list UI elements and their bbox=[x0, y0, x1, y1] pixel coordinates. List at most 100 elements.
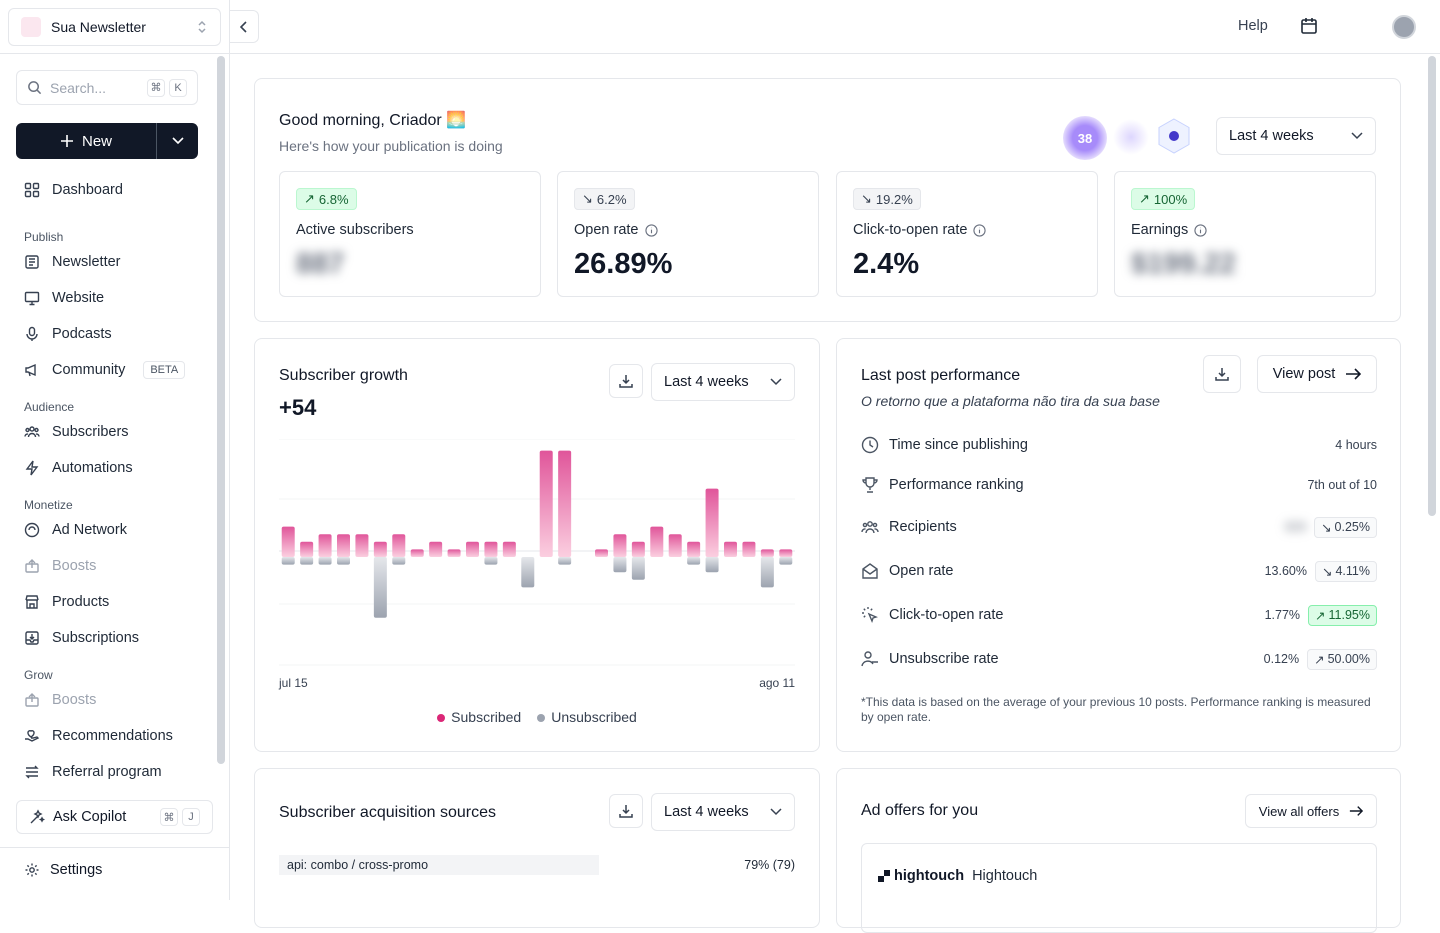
bar-subscribed[interactable] bbox=[724, 541, 737, 557]
sidebar-item-referral[interactable]: Referral program bbox=[0, 754, 214, 790]
collapse-sidebar-button[interactable] bbox=[230, 10, 259, 43]
select-value: Last 4 weeks bbox=[664, 804, 749, 820]
sidebar-item-ad-network[interactable]: Ad Network bbox=[0, 512, 214, 548]
sidebar-item-recommendations[interactable]: Recommendations bbox=[0, 718, 214, 754]
post-subtitle[interactable]: O retorno que a plataforma não tira da s… bbox=[861, 393, 1160, 409]
sidebar-item-boosts-monetize[interactable]: Boosts bbox=[0, 548, 214, 584]
sidebar-item-subscriptions[interactable]: Subscriptions bbox=[0, 620, 214, 656]
new-dropdown-button[interactable] bbox=[157, 123, 198, 159]
trend-value: 50.00% bbox=[1327, 652, 1370, 666]
stat-label-text: Earnings bbox=[1131, 222, 1189, 238]
avatar-stack-count[interactable]: 38 bbox=[1063, 116, 1107, 160]
overview-period-select[interactable]: Last 4 weeks bbox=[1216, 117, 1376, 155]
bar-unsubscribed[interactable] bbox=[760, 557, 774, 588]
stat-card-active-subscribers[interactable]: ↗ 6.8% Active subscribers 887 bbox=[279, 171, 541, 297]
bar-unsubscribed[interactable] bbox=[373, 557, 387, 618]
bar-unsubscribed[interactable] bbox=[392, 557, 406, 565]
sidebar-item-subscribers[interactable]: Subscribers bbox=[0, 414, 214, 450]
bar-unsubscribed[interactable] bbox=[779, 557, 793, 565]
download-button[interactable] bbox=[609, 794, 643, 828]
bar-subscribed[interactable] bbox=[595, 549, 608, 557]
bar-subscribed[interactable] bbox=[373, 541, 387, 557]
sidebar-item-podcasts[interactable]: Podcasts bbox=[0, 316, 214, 352]
legend-unsubscribed[interactable]: Unsubscribed bbox=[537, 709, 637, 725]
sidebar-item-newsletter[interactable]: Newsletter bbox=[0, 244, 214, 280]
sidebar-scrollbar[interactable] bbox=[217, 56, 225, 764]
bar-unsubscribed[interactable] bbox=[318, 557, 332, 565]
sidebar-item-community[interactable]: Community BETA bbox=[0, 352, 214, 388]
legend-subscribed[interactable]: Subscribed bbox=[437, 709, 521, 725]
row-click-to-open: Click-to-open rate 1.77% ↗ 11.95% bbox=[861, 604, 1377, 626]
sidebar-item-label: Recommendations bbox=[52, 728, 173, 744]
growth-period-select[interactable]: Last 4 weeks bbox=[651, 363, 795, 401]
bar-subscribed[interactable] bbox=[760, 549, 774, 557]
download-button[interactable] bbox=[609, 364, 643, 398]
bar-subscribed[interactable] bbox=[447, 549, 461, 557]
bar-subscribed[interactable] bbox=[318, 534, 332, 557]
bar-unsubscribed[interactable] bbox=[337, 557, 350, 565]
bar-subscribed[interactable] bbox=[429, 541, 443, 557]
bar-subscribed[interactable] bbox=[742, 541, 756, 557]
subscriber-growth-card: Subscriber growth +54 Last 4 weeks jul 1… bbox=[254, 338, 820, 752]
last-post-card: Last post performance O retorno que a pl… bbox=[836, 338, 1401, 752]
bar-subscribed[interactable] bbox=[300, 541, 314, 557]
kbd-cmd: ⌘ bbox=[147, 78, 165, 97]
x-label-start: jul 15 bbox=[279, 676, 308, 690]
calendar-icon[interactable] bbox=[1300, 17, 1318, 35]
sidebar-item-dashboard[interactable]: Dashboard bbox=[0, 172, 214, 208]
sidebar-item-website[interactable]: Website bbox=[0, 280, 214, 316]
sidebar-item-boosts-grow[interactable]: Boosts bbox=[0, 682, 214, 718]
bar-subscribed[interactable] bbox=[631, 541, 645, 557]
view-post-button[interactable]: View post bbox=[1257, 355, 1377, 393]
sidebar-item-settings[interactable]: Settings bbox=[24, 862, 102, 878]
info-icon[interactable] bbox=[973, 223, 987, 237]
bar-unsubscribed[interactable] bbox=[705, 557, 719, 573]
search-icon bbox=[27, 80, 42, 95]
bar-unsubscribed[interactable] bbox=[281, 557, 295, 565]
download-button[interactable] bbox=[1203, 355, 1241, 393]
row-value-text: 4 hours bbox=[1335, 438, 1377, 452]
info-icon[interactable] bbox=[1194, 223, 1207, 237]
bar-unsubscribed[interactable] bbox=[521, 557, 535, 588]
publication-switcher[interactable]: Sua Newsletter bbox=[8, 8, 221, 46]
sidebar-item-automations[interactable]: Automations bbox=[0, 450, 214, 486]
bar-unsubscribed[interactable] bbox=[687, 557, 701, 565]
bar-subscribed[interactable] bbox=[558, 450, 572, 557]
bar-subscribed[interactable] bbox=[410, 549, 424, 557]
bar-subscribed[interactable] bbox=[355, 534, 369, 557]
user-avatar[interactable] bbox=[1392, 15, 1416, 39]
bar-subscribed[interactable] bbox=[337, 534, 350, 557]
bar-unsubscribed[interactable] bbox=[300, 557, 314, 565]
bar-subscribed[interactable] bbox=[539, 450, 553, 557]
view-all-offers-button[interactable]: View all offers bbox=[1245, 794, 1377, 828]
bar-subscribed[interactable] bbox=[392, 534, 406, 557]
ask-copilot-button[interactable]: Ask Copilot ⌘ J bbox=[16, 800, 213, 834]
bar-subscribed[interactable] bbox=[779, 549, 793, 557]
stat-card-click-to-open[interactable]: ↘ 19.2% Click-to-open rate 2.4% bbox=[836, 171, 1098, 297]
stat-card-open-rate[interactable]: ↘ 6.2% Open rate 26.89% bbox=[557, 171, 819, 297]
bar-unsubscribed[interactable] bbox=[484, 557, 498, 565]
bar-subscribed[interactable] bbox=[687, 541, 701, 557]
bar-subscribed[interactable] bbox=[668, 534, 682, 557]
ad-offer-card[interactable]: hightouch Hightouch bbox=[861, 843, 1377, 933]
bar-subscribed[interactable] bbox=[613, 534, 627, 557]
bar-unsubscribed[interactable] bbox=[558, 557, 572, 565]
hexagon-badge-icon[interactable] bbox=[1155, 117, 1193, 155]
help-link[interactable]: Help bbox=[1238, 18, 1268, 34]
bar-unsubscribed[interactable] bbox=[613, 557, 627, 573]
main-scrollbar[interactable] bbox=[1428, 56, 1436, 516]
sidebar-item-products[interactable]: Products bbox=[0, 584, 214, 620]
stat-card-earnings[interactable]: ↗ 100% Earnings $199.22 bbox=[1114, 171, 1376, 297]
bar-unsubscribed[interactable] bbox=[631, 557, 645, 580]
bar-subscribed[interactable] bbox=[650, 526, 664, 557]
bar-subscribed[interactable] bbox=[502, 541, 516, 557]
bar-subscribed[interactable] bbox=[705, 488, 719, 557]
info-icon[interactable] bbox=[644, 223, 658, 237]
source-value: 79% (79) bbox=[744, 858, 795, 872]
search-input[interactable]: Search... ⌘ K bbox=[16, 70, 198, 105]
bar-subscribed[interactable] bbox=[466, 541, 479, 557]
acquisition-period-select[interactable]: Last 4 weeks bbox=[651, 793, 795, 831]
bar-subscribed[interactable] bbox=[484, 541, 498, 557]
bar-subscribed[interactable] bbox=[281, 526, 295, 557]
new-button[interactable]: New bbox=[16, 123, 157, 159]
